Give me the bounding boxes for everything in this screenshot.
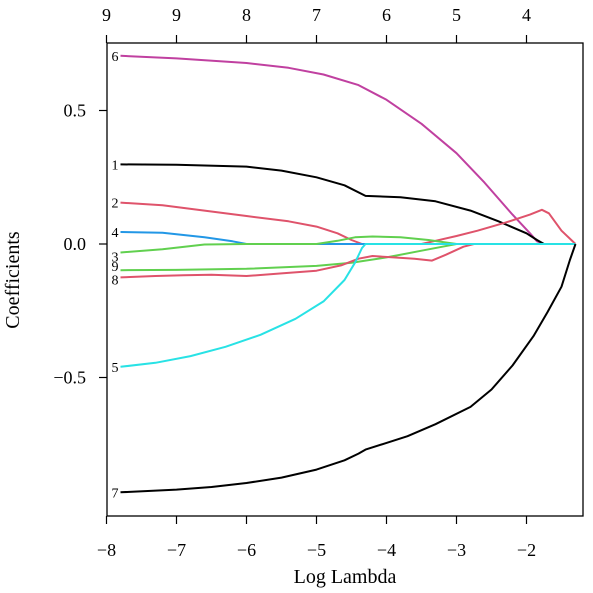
series-label-5: 5 bbox=[112, 361, 119, 376]
x-tick-label: −3 bbox=[447, 540, 466, 560]
top-tick-label: 5 bbox=[452, 5, 461, 25]
series-line-5 bbox=[120, 243, 576, 368]
top-tick-label: 9 bbox=[102, 5, 111, 25]
y-tick-label: 0.5 bbox=[64, 101, 87, 121]
series-layer bbox=[120, 54, 577, 494]
series-label-2: 2 bbox=[112, 197, 119, 212]
x-tick-label: −8 bbox=[97, 540, 116, 560]
series-line-1 bbox=[120, 163, 576, 245]
x-axis-bottom: −8 −7 −6 −5 −4 −3 −2 bbox=[97, 516, 536, 560]
series-line-8 bbox=[120, 243, 576, 279]
series-label-9: 9 bbox=[112, 260, 119, 275]
top-tick-label: 4 bbox=[522, 5, 531, 25]
series-line-7 bbox=[120, 243, 577, 494]
series-label-6: 6 bbox=[112, 50, 119, 65]
series-label-layer: 6 1 2 4 398 5 7 bbox=[112, 50, 119, 502]
y-axis-left: −0.5 0.0 0.5 bbox=[53, 101, 107, 388]
series-label-3: 3 bbox=[112, 251, 119, 266]
x-tick-label: −5 bbox=[307, 540, 326, 560]
series-line-9 bbox=[120, 243, 576, 272]
top-tick-label: 6 bbox=[382, 5, 391, 25]
series-label-8: 8 bbox=[112, 273, 119, 288]
top-tick-label: 7 bbox=[312, 5, 321, 25]
series-label-7: 7 bbox=[112, 486, 119, 501]
x-axis-top: 9 9 8 7 6 5 4 bbox=[102, 5, 531, 43]
x-tick-label: −2 bbox=[517, 540, 536, 560]
series-line-6 bbox=[120, 54, 576, 245]
series-label-4: 4 bbox=[112, 226, 119, 241]
top-tick-label: 8 bbox=[242, 5, 251, 25]
x-tick-label: −4 bbox=[377, 540, 396, 560]
x-tick-label: −6 bbox=[237, 540, 256, 560]
series-label-1: 1 bbox=[112, 158, 119, 173]
x-tick-label: −7 bbox=[167, 540, 186, 560]
x-axis-label: Log Lambda bbox=[294, 566, 397, 588]
top-tick-label: 9 bbox=[172, 5, 181, 25]
y-tick-label: −0.5 bbox=[53, 368, 86, 388]
plot-frame bbox=[106, 42, 584, 517]
y-tick-label: 0.0 bbox=[64, 234, 87, 254]
y-axis-label: Coefficients bbox=[2, 231, 24, 329]
